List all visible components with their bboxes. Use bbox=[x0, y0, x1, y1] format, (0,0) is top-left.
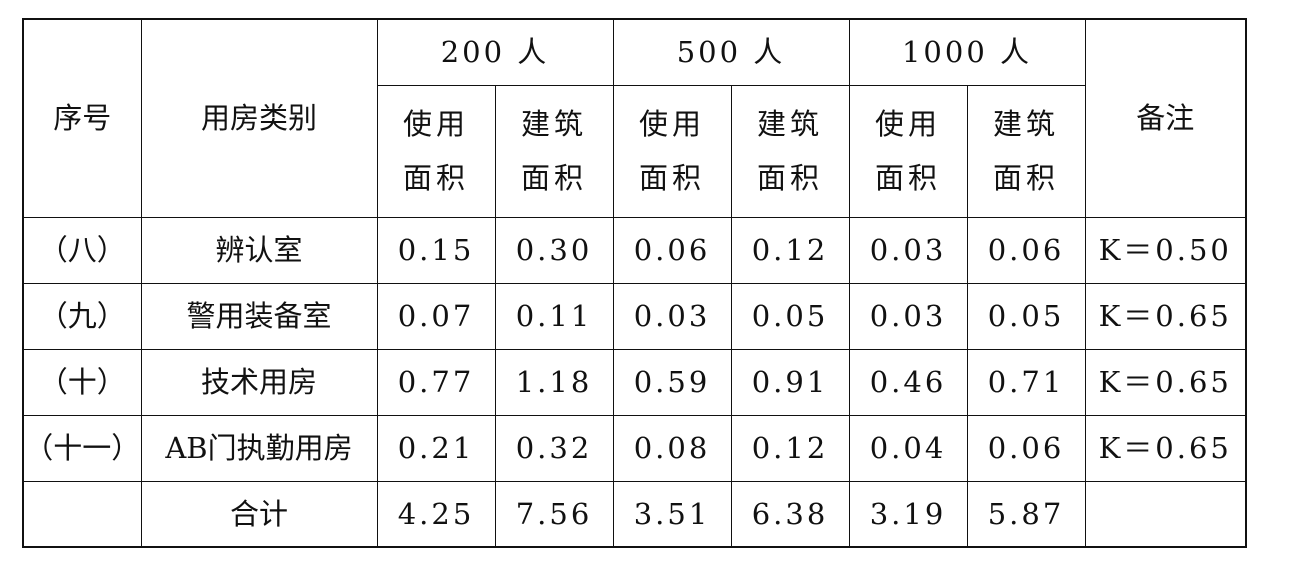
subheader-cell: 建筑 面积 bbox=[494, 84, 614, 218]
value-cell: 0.03 bbox=[612, 282, 732, 350]
total-value: 3.51 bbox=[612, 480, 732, 548]
value-cell: 0.32 bbox=[494, 414, 614, 482]
value-cell: 1.18 bbox=[494, 348, 614, 416]
value-cell: 0.30 bbox=[494, 216, 614, 284]
subheader-cell: 使用 面积 bbox=[376, 84, 496, 218]
category-cell: 技术用房 bbox=[140, 348, 378, 416]
table-row: 合计 4.25 7.56 3.51 6.38 3.19 5.87 bbox=[22, 480, 1247, 548]
header-cell: 备注 bbox=[1084, 18, 1247, 218]
value-cell: 0.05 bbox=[730, 282, 850, 350]
table-row: （十一） AB门执勤用房 0.21 0.32 0.08 0.12 0.04 0.06 K＝0.6… bbox=[22, 414, 1247, 482]
table-row: 序号 用房类别 200 人 500 人 1000 人备注 bbox=[22, 18, 1247, 218]
table-row: （九） 警用装备室 0.07 0.11 0.03 0.05 0.03 0.05 K＝0.65 bbox=[22, 282, 1247, 350]
total-value: 4.25 bbox=[376, 480, 496, 548]
value-cell: 0.21 bbox=[376, 414, 496, 482]
value-cell: 0.12 bbox=[730, 414, 850, 482]
note-cell: K＝0.65 bbox=[1084, 282, 1247, 350]
header-cell: 序号 bbox=[22, 18, 142, 218]
header-cell: 用房类别 bbox=[140, 18, 378, 218]
table-row: （八） 辨认室 0.15 0.30 0.06 0.12 0.03 0.06 K＝0.50 bbox=[22, 216, 1247, 284]
value-cell: 0.07 bbox=[376, 282, 496, 350]
area-table: 序号 用房类别 200 人 500 人 1000 人备注 使用 面积 建筑 面积 使用 面积建… bbox=[22, 18, 1247, 548]
subheader-cell: 建筑 面积 bbox=[730, 84, 850, 218]
value-cell: 0.06 bbox=[966, 414, 1086, 482]
index-cell: （十） bbox=[22, 348, 142, 416]
subheader-cell: 使用 面积 bbox=[848, 84, 968, 218]
total-label: 合计 bbox=[140, 480, 378, 548]
value-cell: 0.05 bbox=[966, 282, 1086, 350]
value-cell: 0.03 bbox=[848, 216, 968, 284]
value-cell: 0.08 bbox=[612, 414, 732, 482]
value-cell: 0.91 bbox=[730, 348, 850, 416]
group-header: 200 人 bbox=[376, 18, 614, 86]
value-cell: 0.03 bbox=[848, 282, 968, 350]
empty-cell bbox=[22, 480, 142, 548]
total-value: 6.38 bbox=[730, 480, 850, 548]
value-cell: 0.06 bbox=[612, 216, 732, 284]
note-cell: K＝0.65 bbox=[1084, 414, 1247, 482]
value-cell: 0.59 bbox=[612, 348, 732, 416]
value-cell: 0.04 bbox=[848, 414, 968, 482]
category-cell: AB门执勤用房 bbox=[140, 414, 378, 482]
note-cell: K＝0.50 bbox=[1084, 216, 1247, 284]
empty-cell bbox=[1084, 480, 1247, 548]
value-cell: 0.46 bbox=[848, 348, 968, 416]
total-value: 7.56 bbox=[494, 480, 614, 548]
category-cell: 辨认室 bbox=[140, 216, 378, 284]
category-cell: 警用装备室 bbox=[140, 282, 378, 350]
value-cell: 0.11 bbox=[494, 282, 614, 350]
index-cell: （八） bbox=[22, 216, 142, 284]
value-cell: 0.71 bbox=[966, 348, 1086, 416]
value-cell: 0.77 bbox=[376, 348, 496, 416]
subheader-cell: 使用 面积 bbox=[612, 84, 732, 218]
group-header: 1000 人 bbox=[848, 18, 1086, 86]
subheader-cell: 建筑 面积 bbox=[966, 84, 1086, 218]
value-cell: 0.15 bbox=[376, 216, 496, 284]
total-value: 5.87 bbox=[966, 480, 1086, 548]
table-row: 使用 面积 建筑 面积 使用 面积 建筑 面积 使用 面积 建筑 面积 bbox=[23, 84, 1246, 218]
note-cell: K＝0.65 bbox=[1084, 348, 1247, 416]
index-cell: （十一） bbox=[22, 414, 142, 482]
value-cell: 0.06 bbox=[966, 216, 1086, 284]
index-cell: （九） bbox=[22, 282, 142, 350]
table-row: （十） 技术用房 0.77 1.18 0.59 0.91 0.46 0.71 K＝0.65 bbox=[22, 348, 1247, 416]
total-value: 3.19 bbox=[848, 480, 968, 548]
value-cell: 0.12 bbox=[730, 216, 850, 284]
group-header: 500 人 bbox=[612, 18, 850, 86]
